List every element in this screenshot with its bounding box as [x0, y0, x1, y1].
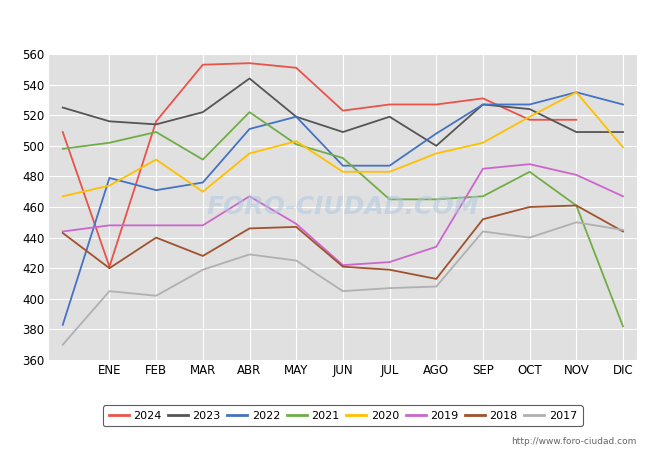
- Text: http://www.foro-ciudad.com: http://www.foro-ciudad.com: [512, 436, 637, 446]
- Text: FORO-CIUDAD.COM: FORO-CIUDAD.COM: [207, 195, 479, 219]
- Legend: 2024, 2023, 2022, 2021, 2020, 2019, 2018, 2017: 2024, 2023, 2022, 2021, 2020, 2019, 2018…: [103, 405, 582, 427]
- Text: Afiliados en Villanueva del Río Segura a 30/11/2024: Afiliados en Villanueva del Río Segura a…: [127, 14, 523, 31]
